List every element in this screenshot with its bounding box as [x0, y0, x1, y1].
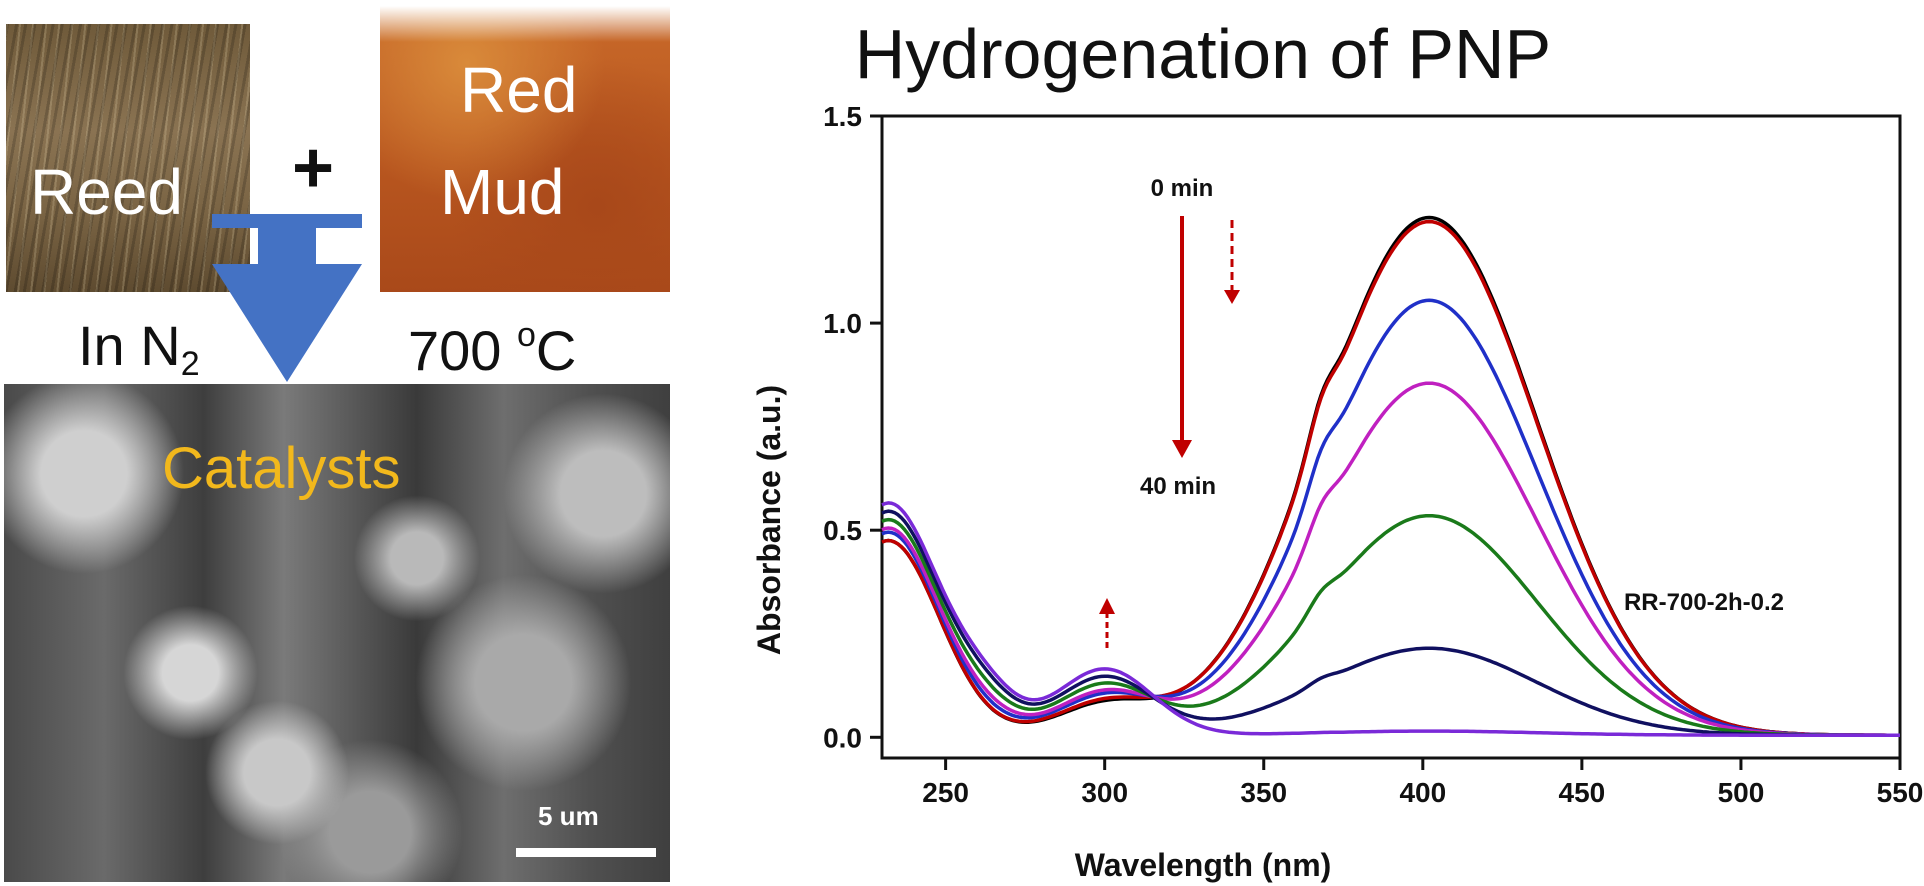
sample-label: RR-700-2h-0.2: [1624, 589, 1784, 616]
x-tick-label-500: 500: [1718, 777, 1765, 808]
temperature-unit: C: [535, 319, 577, 382]
red-mud-photo: [380, 6, 670, 292]
series-line-3: [881, 381, 1900, 737]
y-tick-label-0.0: 0.0: [823, 722, 862, 753]
x-tick-label-250: 250: [922, 777, 969, 808]
end-time-label: 40 min: [1140, 473, 1216, 500]
reed-photo: [6, 24, 250, 292]
plot-frame: [880, 114, 1902, 760]
red-mud-label-line2: Mud: [440, 156, 565, 228]
atmosphere-label: In N2: [78, 318, 200, 383]
scale-bar-label: 5 um: [538, 801, 599, 831]
x-tick-label-300: 300: [1081, 777, 1128, 808]
chart-title: Hydrogenation of PNP: [855, 15, 1552, 93]
red-mud-label-line1: Red: [460, 54, 578, 126]
series-line-5: [881, 509, 1900, 737]
x-tick-label-350: 350: [1240, 777, 1287, 808]
plus-sign: +: [292, 128, 335, 208]
x-axis-title: Wavelength (nm): [1075, 847, 1332, 883]
sem-image: [4, 384, 670, 882]
plot-area: 250 300 350 400 450 500 550 0.0 0.5 1.0 1.5 0 min 40…: [823, 101, 1923, 808]
peak-arrow-head: [1224, 290, 1240, 304]
atmosphere-prefix: In N: [78, 314, 181, 377]
start-time-label: 0 min: [1151, 175, 1214, 202]
minor-peak-arrow-head: [1099, 598, 1115, 614]
time-arrow-head: [1172, 440, 1192, 458]
catalysts-label: Catalysts: [162, 436, 401, 501]
y-tick-label-1.0: 1.0: [823, 308, 862, 339]
reed-label: Reed: [30, 156, 183, 228]
x-tick-label-550: 550: [1877, 777, 1924, 808]
y-axis-title: Absorbance (a.u.): [751, 385, 787, 655]
y-tick-label-0.5: 0.5: [823, 515, 862, 546]
series-line-2: [881, 298, 1900, 737]
y-tick-label-1.5: 1.5: [823, 101, 862, 132]
series-line-4: [881, 513, 1900, 737]
series-line-0: [881, 215, 1900, 737]
process-arrow-icon: [212, 214, 362, 382]
series-line-6: [881, 501, 1900, 737]
scale-bar: [516, 848, 656, 857]
atmosphere-subscript: 2: [180, 345, 200, 383]
x-tick-label-450: 450: [1559, 777, 1606, 808]
series-line-1: [881, 219, 1900, 737]
x-tick-label-400: 400: [1399, 777, 1446, 808]
temperature-label: 700 oC: [408, 318, 576, 379]
temperature-value: 700: [408, 319, 517, 382]
temperature-degree: o: [517, 316, 536, 354]
